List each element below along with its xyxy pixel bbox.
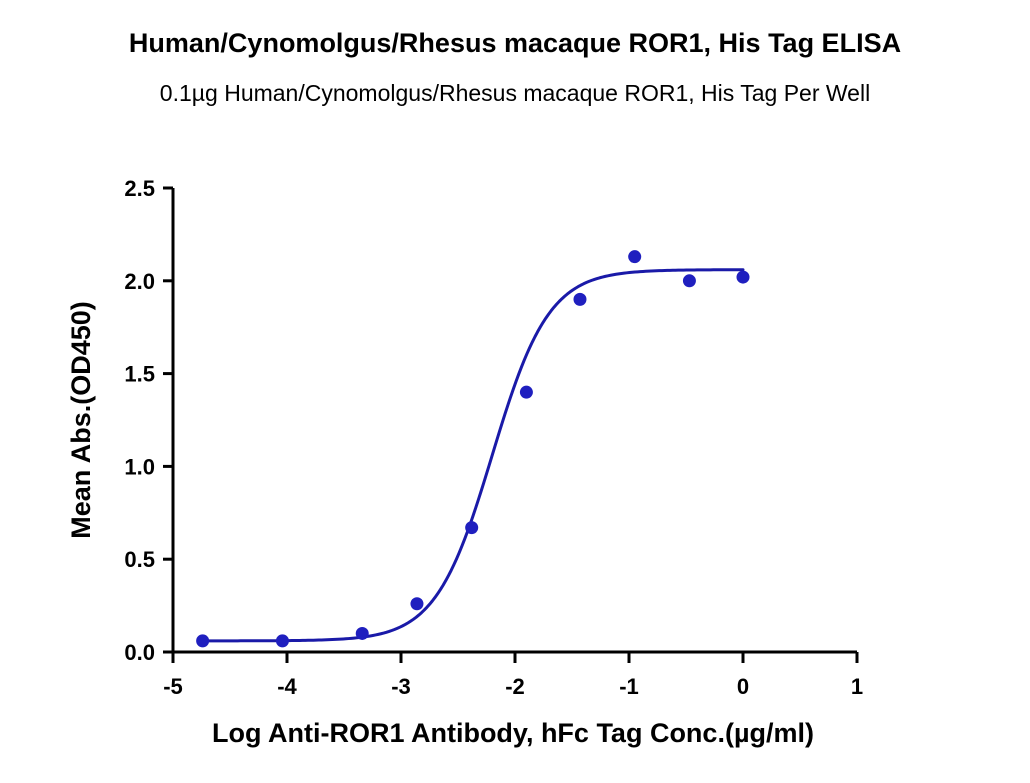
data-point [682,274,696,288]
x-tick-label: -5 [163,674,183,699]
chart-title: Human/Cynomolgus/Rhesus macaque ROR1, Hi… [128,28,902,58]
x-ticks: -5 -4 -3 -2 -1 0 1 [163,652,863,699]
y-tick-label: 2.0 [124,269,155,294]
data-point [519,385,533,399]
plot-area [196,250,750,648]
y-axis-label: Mean Abs.(OD450) [66,301,96,539]
data-point [196,634,210,648]
y-ticks: 0.0 0.5 1.0 1.5 2.0 2.5 [124,176,173,665]
y-tick-label: 1.0 [124,454,155,479]
fit-curve [201,268,745,643]
x-tick-label: -3 [391,674,411,699]
x-tick-label: 1 [851,674,863,699]
data-point [355,626,369,640]
y-tick-label: 0.0 [124,640,155,665]
data-point [465,521,479,535]
data-points [196,250,750,648]
x-tick-label: -2 [505,674,525,699]
x-tick-label: 0 [737,674,749,699]
data-point [275,634,289,648]
x-tick-label: -1 [619,674,639,699]
x-axis-label: Log Anti-ROR1 Antibody, hFc Tag Conc.(µg… [212,718,814,748]
data-point [573,292,587,306]
y-tick-label: 1.5 [124,362,155,387]
y-tick-label: 0.5 [124,547,155,572]
y-tick-label: 2.5 [124,176,155,201]
chart-subtitle: 0.1µg Human/Cynomolgus/Rhesus macaque RO… [159,80,871,106]
data-point [736,270,750,284]
data-point [410,597,424,611]
x-tick-label: -4 [277,674,297,699]
data-point [628,250,642,264]
